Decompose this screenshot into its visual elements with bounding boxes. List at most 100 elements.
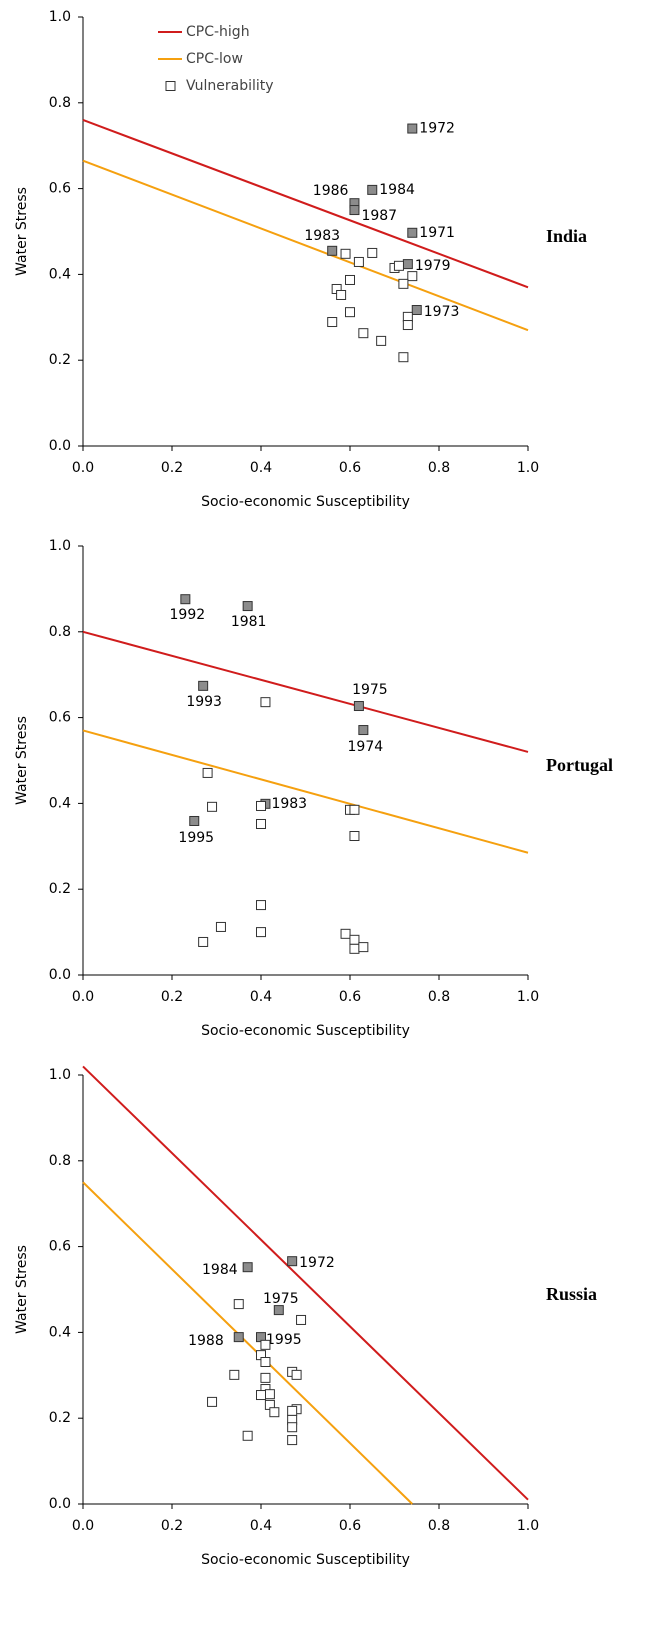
- vulnerability-point: [189, 815, 200, 826]
- vulnerability-point: [407, 227, 418, 238]
- vulnerability-point: [198, 936, 209, 947]
- vulnerability-point: [273, 1305, 284, 1316]
- vulnerability-point: [411, 305, 422, 316]
- vulnerability-point: [349, 831, 360, 842]
- x-tick-label: 0.0: [72, 989, 94, 1005]
- vulnerability-point: [242, 601, 253, 612]
- point-label: 1975: [263, 1291, 299, 1307]
- y-tick-label: 0.6: [49, 710, 71, 726]
- y-axis-title: Water Stress: [14, 187, 30, 276]
- y-tick-label: 0.0: [49, 1496, 71, 1512]
- vulnerability-point: [233, 1332, 244, 1343]
- vulnerability-point: [287, 1435, 298, 1446]
- point-label: 1992: [170, 607, 206, 623]
- vulnerability-point: [233, 1299, 244, 1310]
- x-tick-label: 0.2: [161, 989, 183, 1005]
- vulnerability-point: [367, 184, 378, 195]
- y-tick-label: 0.4: [49, 795, 71, 811]
- y-tick-label: 0.6: [49, 181, 71, 197]
- vulnerability-point: [256, 800, 266, 811]
- point-label: 1983: [304, 228, 340, 244]
- vulnerability-point: [256, 900, 266, 911]
- x-axis-title: Socio-economic Susceptibility: [201, 494, 410, 510]
- vulnerability-point: [402, 311, 413, 322]
- vulnerability-point: [398, 278, 409, 289]
- legend-label: CPC-high: [186, 24, 250, 40]
- vulnerability-point: [407, 123, 418, 134]
- vulnerability-point: [202, 767, 213, 778]
- vulnerability-point: [358, 328, 369, 339]
- y-tick-label: 0.4: [49, 266, 71, 282]
- y-tick-label: 0.0: [49, 967, 71, 983]
- x-tick-label: 0.6: [339, 989, 361, 1005]
- point-label: 1975: [352, 682, 388, 698]
- vulnerability-point: [349, 804, 360, 815]
- vulnerability-point: [353, 256, 364, 267]
- x-axis-title: Socio-economic Susceptibility: [201, 1552, 410, 1568]
- vulnerability-point: [402, 320, 413, 331]
- x-tick-label: 1.0: [517, 989, 539, 1005]
- vulnerability-point: [229, 1369, 240, 1380]
- y-tick-label: 0.2: [49, 1410, 71, 1426]
- legend-label: Vulnerability: [186, 78, 274, 94]
- y-tick-label: 0.8: [49, 624, 71, 640]
- vulnerability-point: [358, 725, 369, 736]
- vulnerability-point: [287, 1256, 298, 1267]
- vulnerability-point: [407, 271, 418, 282]
- y-tick-label: 0.0: [49, 438, 71, 454]
- vulnerability-point: [336, 289, 347, 300]
- point-label: 1984: [379, 182, 415, 198]
- vulnerability-point: [256, 818, 266, 829]
- x-tick-label: 0.4: [250, 460, 272, 476]
- vulnerability-point: [296, 1314, 307, 1325]
- x-tick-label: 0.4: [250, 1518, 272, 1534]
- vulnerability-point: [349, 205, 360, 216]
- x-tick-label: 0.0: [72, 1518, 94, 1534]
- vulnerability-point: [291, 1369, 302, 1380]
- cpc-line: [82, 1181, 413, 1505]
- point-label: 1988: [188, 1333, 224, 1349]
- y-tick-label: 0.8: [49, 95, 71, 111]
- vulnerability-point: [402, 259, 413, 270]
- cpc-line: [82, 729, 529, 854]
- vulnerability-point: [358, 942, 369, 953]
- legend-label: CPC-low: [186, 51, 243, 67]
- point-label: 1986: [313, 183, 349, 199]
- vulnerability-point: [260, 1339, 271, 1350]
- x-tick-label: 1.0: [517, 460, 539, 476]
- cpc-line: [82, 1065, 529, 1501]
- point-label: 1984: [202, 1262, 238, 1278]
- x-tick-label: 1.0: [517, 1518, 539, 1534]
- vulnerability-point: [327, 317, 338, 328]
- vulnerability-point: [242, 1430, 253, 1441]
- point-label: 1972: [419, 121, 455, 137]
- x-tick-label: 0.8: [428, 460, 450, 476]
- vulnerability-point: [345, 307, 355, 318]
- vulnerability-point: [260, 1357, 271, 1368]
- region-title: Russia: [546, 1284, 597, 1304]
- vulnerability-point: [327, 245, 338, 256]
- cpc-line: [82, 159, 529, 332]
- vulnerability-point: [367, 247, 378, 258]
- vulnerability-point: [215, 921, 226, 932]
- x-tick-label: 0.8: [428, 1518, 450, 1534]
- point-label: 1995: [266, 1332, 302, 1348]
- cpc-line: [82, 630, 529, 753]
- vulnerability-point: [340, 928, 351, 939]
- vulnerability-point: [393, 260, 404, 271]
- point-label: 1972: [299, 1255, 335, 1271]
- x-tick-label: 0.2: [161, 1518, 183, 1534]
- vulnerability-point: [256, 927, 266, 938]
- y-tick-label: 0.8: [49, 1153, 71, 1169]
- x-axis-title: Socio-economic Susceptibility: [201, 1023, 410, 1039]
- vulnerability-point: [349, 934, 360, 945]
- vulnerability-point: [287, 1405, 298, 1416]
- vulnerability-point: [269, 1407, 280, 1418]
- x-tick-label: 0.8: [428, 989, 450, 1005]
- vulnerability-point: [340, 248, 351, 259]
- y-tick-label: 1.0: [49, 538, 71, 554]
- vulnerability-point: [260, 1372, 271, 1383]
- y-tick-label: 1.0: [49, 9, 71, 25]
- point-label: 1971: [419, 225, 455, 241]
